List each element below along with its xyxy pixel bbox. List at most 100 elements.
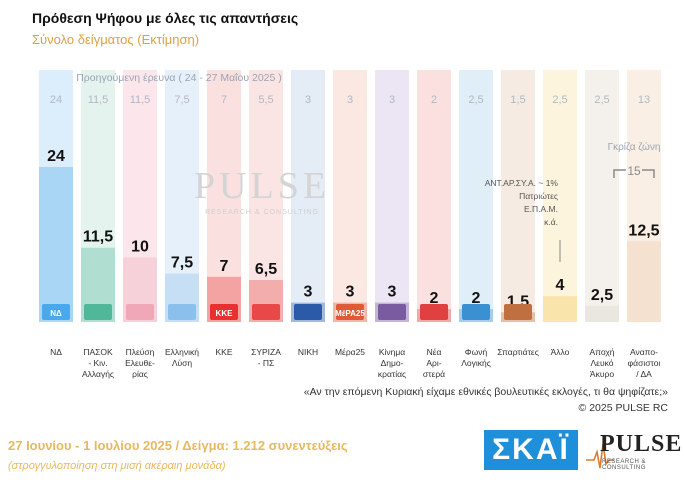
logo-box (420, 304, 448, 320)
survey-period-sample: 27 Ιουνίου - 1 Ιουλίου 2025 / Δείγμα: 1.… (8, 438, 348, 453)
bar (543, 296, 577, 322)
skai-logo: ΣΚΑΪ (484, 430, 578, 470)
kke-logo-icon: ΚΚΕ (210, 304, 238, 320)
bar (39, 167, 73, 322)
logo-box (126, 304, 154, 320)
logo-box (168, 304, 196, 320)
category-label: Ελληνική (165, 347, 199, 357)
category-label: Δημο- (381, 358, 404, 368)
bg-column (123, 70, 157, 322)
bg-column (627, 70, 661, 322)
previous-value-label: 11,5 (130, 94, 151, 106)
category-label: Μέρα25 (335, 347, 365, 357)
category-label: Σπαρτιάτες (497, 347, 539, 357)
syriza-logo-icon (252, 304, 280, 320)
bg-column (585, 70, 619, 322)
category-label: Άκυρο (590, 369, 614, 379)
previous-survey-label: Προηγούμενη έρευνα ( 24 - 27 Μαΐου 2025 … (76, 72, 282, 84)
category-label: Αρι- (426, 358, 441, 368)
rounding-note: (στρογγυλοποίηση στη μισή ακέραιη μονάδα… (8, 460, 226, 472)
value-label: 4 (556, 277, 565, 294)
chart-subtitle: Σύνολο δείγματος (Εκτίμηση) (32, 32, 200, 47)
category-label: Αλλαγής (82, 369, 114, 379)
category-label: / ΔΑ (636, 369, 652, 379)
category-label: Φωνή (465, 347, 488, 357)
previous-value-label: 2,5 (552, 94, 567, 106)
kinima-logo-icon (378, 304, 406, 320)
watermark-tagline: RESEARCH & CONSULTING (205, 209, 319, 216)
bg-column (81, 70, 115, 322)
bar-chart: PULSE RESEARCH & CONSULTING Προηγούμενη έρ… (39, 70, 661, 379)
bg-column (417, 70, 451, 322)
category-label: Αποχή (589, 347, 614, 357)
spartiates-logo-icon (504, 304, 532, 320)
value-label: 2 (472, 290, 481, 307)
mera25-logo-icon: ΜέΡΑ25 (335, 304, 365, 320)
nd-logo-icon: ΝΔ (42, 304, 70, 320)
category-label: ΣΥΡΙΖΑ (251, 347, 281, 357)
bg-column (375, 70, 409, 322)
category-label: Νέα (427, 347, 442, 357)
niki-logo-icon (294, 304, 322, 320)
logo-box (42, 304, 70, 320)
previous-value-label: 2 (431, 94, 437, 106)
bg-column (39, 70, 73, 322)
pulse-logo-pulse-line-icon (586, 443, 614, 469)
bar (627, 241, 661, 322)
category-label: - ΠΣ (258, 358, 275, 368)
previous-value-label: 2,5 (468, 94, 483, 106)
gray-zone-bracket (613, 169, 655, 178)
value-label: 2 (430, 290, 439, 307)
other-breakdown-note: ΑΝΤ.ΑΡ.ΣΥ.Α. ~ 1% (485, 178, 559, 188)
value-label: 11,5 (83, 229, 113, 246)
category-label: ΝΙΚΗ (298, 347, 318, 357)
other-breakdown-note: Ε.Π.Α.Μ. (524, 204, 558, 214)
value-label: 6,5 (255, 261, 277, 278)
plefsi-logo-icon (126, 304, 154, 320)
bg-column (459, 70, 493, 322)
category-label: ρίας (132, 369, 148, 379)
value-label: 3 (304, 284, 313, 301)
logo-text: ΜέΡΑ25 (335, 309, 365, 318)
pulse-logo-tagline: RESEARCH & CONSULTING (602, 459, 647, 471)
value-label: 7 (220, 258, 229, 275)
bg-column (501, 70, 535, 322)
previous-value-label: 5,5 (258, 94, 273, 106)
pasok-logo-icon (84, 304, 112, 320)
value-label: 24 (47, 148, 65, 165)
survey-question: «Αν την επόμενη Κυριακή είχαμε εθνικές β… (303, 386, 668, 398)
value-label: 7,5 (171, 255, 193, 272)
previous-value-label: 7,5 (174, 94, 189, 106)
nea-aristera-logo-icon (420, 304, 448, 320)
category-label: Πλεύση (126, 347, 155, 357)
logo-box (336, 304, 364, 320)
category-label: ΠΑΣΟΚ (83, 347, 113, 357)
value-label: 3 (388, 284, 397, 301)
bg-column (291, 70, 325, 322)
bg-column (333, 70, 367, 322)
category-label: φάσιστοι (628, 358, 661, 368)
value-label: 12,5 (628, 222, 659, 239)
category-label: Λογικής (461, 358, 491, 368)
logo-text: ΝΔ (50, 309, 62, 318)
category-label: Αναπο- (630, 347, 658, 357)
previous-value-label: 24 (50, 94, 62, 106)
logo-text: ΚΚΕ (216, 309, 234, 318)
previous-value-label: 7 (221, 94, 227, 106)
previous-value-label: 1,5 (510, 94, 525, 106)
previous-value-label: 3 (305, 94, 311, 106)
bg-column (207, 70, 241, 322)
logo-box (84, 304, 112, 320)
previous-value-label: 3 (389, 94, 395, 106)
category-label: - Κιν. (88, 358, 107, 368)
pulse-logo-word: PULSE (600, 431, 683, 457)
bar (585, 305, 619, 322)
previous-value-label: 11,5 (88, 94, 109, 106)
copyright-note: © 2025 PULSE RC (578, 402, 668, 414)
bg-column (543, 70, 577, 322)
gray-zone-value: 15 (627, 164, 641, 178)
category-label: κρατίας (378, 369, 406, 379)
category-label: Λύση (172, 358, 193, 368)
value-label: 3 (346, 284, 355, 301)
chart-title: Πρόθεση Ψήφου με όλες τις απαντήσεις (32, 10, 299, 26)
